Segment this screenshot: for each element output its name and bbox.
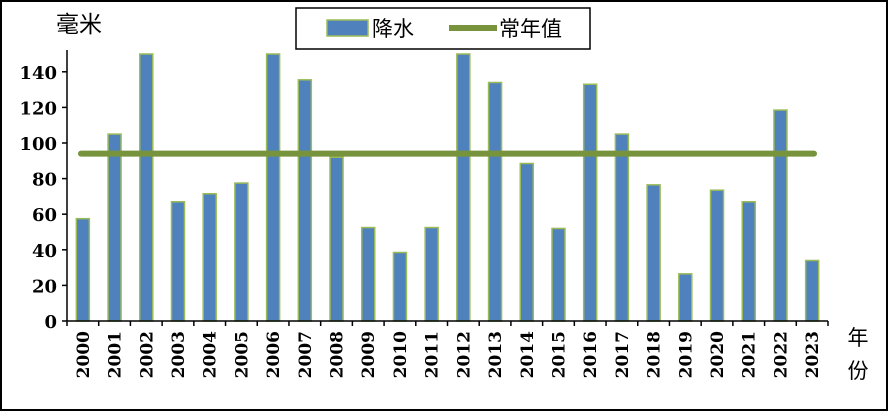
x-axis-label-part-2: 份 — [848, 359, 869, 383]
y-tick-label: 120 — [19, 98, 57, 119]
bar-2014 — [519, 162, 535, 322]
plot-area — [75, 53, 820, 322]
x-tick-label: 2012 — [454, 331, 474, 378]
bar-2017 — [614, 133, 630, 322]
bar-2013 — [487, 81, 503, 322]
bar-2009 — [360, 226, 376, 322]
x-tick-label: 2009 — [359, 331, 379, 378]
bar-2011 — [424, 226, 439, 322]
bar-2002 — [139, 53, 154, 322]
bar-2008 — [329, 156, 344, 322]
y-tick-label: 60 — [32, 205, 57, 226]
x-tick-label: 2010 — [391, 331, 411, 378]
y-tick-label: 100 — [19, 134, 57, 155]
y-tick-label: 40 — [32, 241, 57, 262]
legend-box — [295, 7, 591, 50]
x-axis-label-part-1: 年 — [848, 326, 869, 350]
x-tick-label: 2007 — [296, 331, 316, 378]
x-tick-label: 2016 — [581, 331, 601, 378]
x-tick-label: 2013 — [486, 331, 506, 378]
legend-label-bar: 降水 — [372, 17, 414, 41]
x-tick-label: 2001 — [106, 331, 126, 378]
bar-2000 — [75, 217, 91, 322]
x-tick-label: 2008 — [328, 331, 348, 378]
x-tick-label: 2022 — [771, 331, 791, 378]
x-tick-label: 2021 — [740, 331, 760, 378]
x-tick-label: 2019 — [676, 331, 696, 378]
x-tick-label: 2011 — [423, 331, 443, 378]
x-tick-label: 2014 — [518, 331, 538, 378]
x-tick-label: 2020 — [708, 331, 728, 378]
bar-2012 — [456, 53, 471, 322]
x-tick-label: 2005 — [232, 331, 252, 378]
bar-2021 — [741, 200, 756, 322]
x-tick-label: 2023 — [803, 331, 823, 378]
legend-label-line: 常年值 — [499, 17, 562, 41]
bar-2010 — [392, 251, 408, 322]
x-tick-label: 2015 — [549, 331, 569, 378]
x-tick-label: 2017 — [613, 331, 633, 378]
x-tick-label: 2002 — [137, 331, 157, 378]
axes: 0 20 40 60 80 100 120 140 2000 2001 2002 2003 2004 20… — [19, 50, 829, 378]
bar-2007 — [297, 79, 313, 322]
bar-2001 — [107, 133, 122, 322]
y-tick-label: 0 — [44, 312, 57, 333]
bar-2020 — [709, 189, 725, 322]
x-tick-label: 2000 — [74, 331, 94, 378]
bar-2018 — [646, 184, 661, 322]
y-tick-label: 80 — [32, 170, 57, 191]
x-tick-label: 2003 — [169, 331, 189, 378]
x-tick-label: 2006 — [264, 331, 284, 378]
bar-2022 — [773, 109, 788, 322]
bar-2016 — [582, 83, 598, 322]
x-tick-label: 2018 — [645, 331, 665, 378]
legend: 降水 常年值 — [295, 7, 591, 50]
x-tick-label: 2004 — [201, 331, 221, 378]
y-axis-label: 毫米 — [56, 12, 102, 38]
bar-2003 — [170, 200, 186, 322]
y-tick-label: 20 — [32, 276, 57, 297]
bar-2019 — [678, 273, 693, 322]
legend-swatch-bar — [326, 19, 369, 37]
bar-2015 — [551, 227, 566, 322]
bar-2005 — [234, 182, 249, 322]
bar-2023 — [804, 259, 820, 322]
bar-2004 — [202, 192, 217, 322]
bar-2006 — [265, 53, 281, 322]
y-tick-label: 140 — [19, 63, 57, 84]
